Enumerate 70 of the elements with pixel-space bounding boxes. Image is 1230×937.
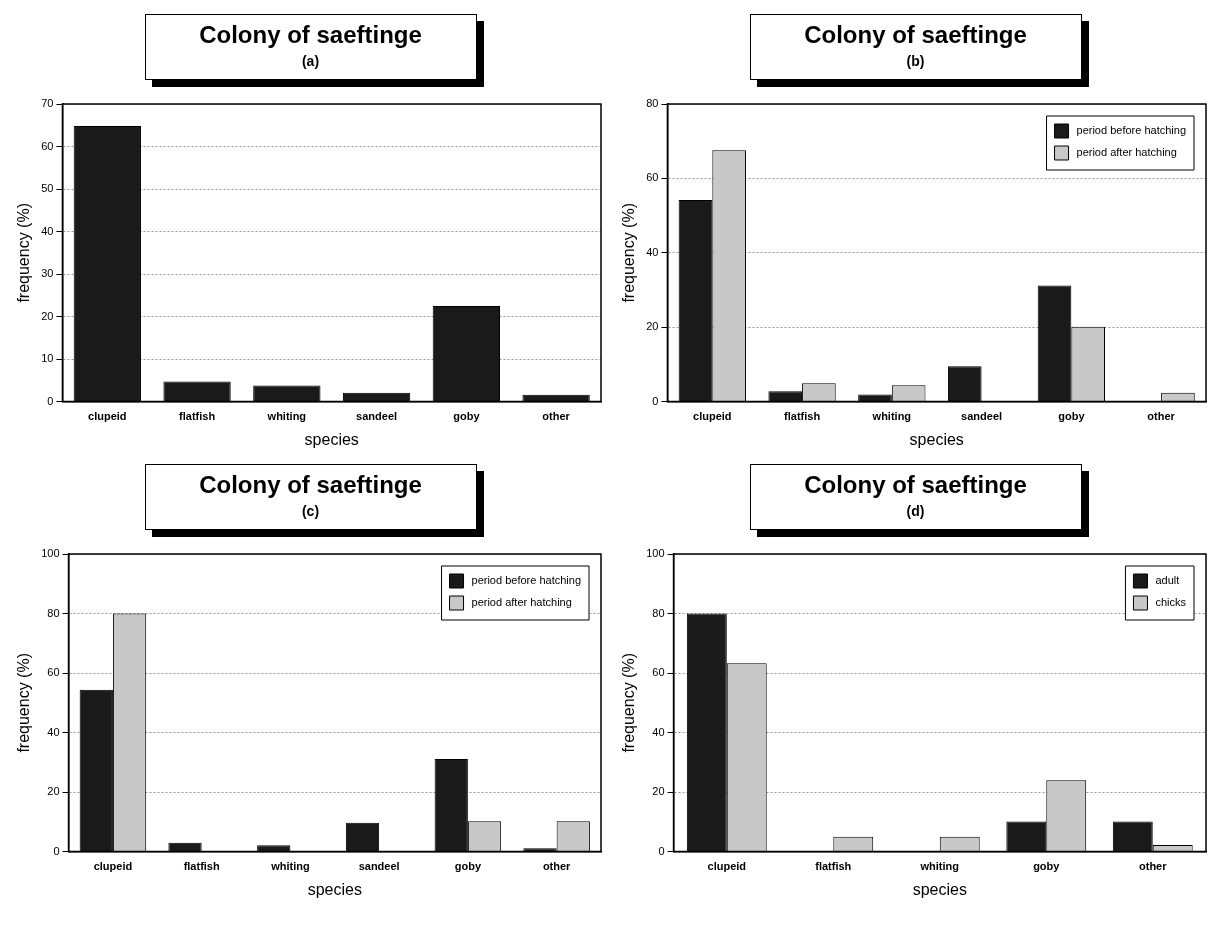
- y-tick-label: 10: [40, 352, 53, 365]
- y-tick-label: 20: [651, 785, 665, 798]
- legend-label: adult: [1154, 574, 1179, 587]
- y-tick-label: 40: [645, 245, 658, 258]
- y-tick-label: 40: [46, 725, 60, 738]
- x-tick-label: other: [541, 410, 571, 423]
- chart-title: Colony of saeftinge: [803, 21, 1028, 49]
- y-tick-label: 60: [651, 666, 665, 679]
- x-tick-label: clupeid: [707, 860, 746, 873]
- y-tick-label: 80: [46, 606, 60, 619]
- y-tick-label: 0: [46, 394, 53, 407]
- chart-subtitle: (c): [300, 503, 321, 519]
- x-tick-label: clupeid: [87, 410, 127, 423]
- x-tick-label: goby: [1057, 410, 1085, 423]
- x-tick-label: other: [1138, 860, 1167, 873]
- x-axis-title: species: [304, 430, 359, 448]
- x-tick-label: goby: [1032, 860, 1060, 873]
- x-tick-label: flatfish: [178, 410, 215, 423]
- x-tick-label: flatfish: [183, 860, 220, 873]
- x-tick-label: flatfish: [783, 410, 820, 423]
- y-axis-title: frequency (%): [14, 203, 32, 303]
- x-tick-label: clupeid: [93, 860, 132, 873]
- chart-title: Colony of saeftinge: [198, 21, 423, 49]
- y-tick-label: 30: [40, 267, 53, 280]
- x-axis-title: species: [912, 880, 967, 898]
- x-tick-label: whiting: [919, 860, 959, 873]
- x-tick-label: goby: [454, 860, 482, 873]
- chart-subtitle: (b): [905, 53, 926, 69]
- y-tick-label: 40: [40, 224, 53, 237]
- x-tick-label: whiting: [871, 410, 911, 423]
- chart-subtitle: (a): [300, 53, 321, 69]
- y-tick-label: 20: [46, 785, 60, 798]
- y-tick-label: 60: [645, 171, 658, 184]
- x-tick-label: other: [542, 860, 571, 873]
- x-axis-title: species: [909, 430, 964, 448]
- y-tick-label: 20: [645, 320, 658, 333]
- y-tick-label: 0: [52, 844, 60, 857]
- x-tick-label: goby: [452, 410, 480, 423]
- x-tick-label: sandeel: [960, 410, 1002, 423]
- y-tick-label: 20: [40, 309, 53, 322]
- chart-title: Colony of saeftinge: [198, 471, 423, 499]
- x-tick-label: flatfish: [814, 860, 852, 873]
- y-tick-label: 100: [40, 547, 60, 560]
- y-tick-label: 0: [657, 844, 665, 857]
- chart-title: Colony of saeftinge: [803, 471, 1028, 499]
- legend-label: period after hatching: [1076, 146, 1177, 159]
- legend-label: chicks: [1154, 596, 1186, 609]
- x-tick-label: clupeid: [692, 410, 732, 423]
- y-tick-label: 80: [651, 606, 665, 619]
- legend-label: period after hatching: [471, 596, 572, 609]
- y-tick-label: 80: [645, 97, 658, 110]
- x-tick-label: sandeel: [355, 410, 397, 423]
- y-axis-title: frequency (%): [619, 653, 637, 753]
- x-axis-title: species: [307, 880, 362, 898]
- x-tick-label: whiting: [269, 860, 310, 873]
- y-tick-label: 0: [651, 394, 658, 407]
- x-tick-label: other: [1146, 410, 1176, 423]
- y-axis-title: frequency (%): [14, 653, 32, 753]
- y-tick-label: 60: [46, 666, 60, 679]
- y-tick-label: 60: [40, 139, 53, 152]
- y-tick-label: 100: [645, 547, 665, 560]
- y-axis-title: frequency (%): [619, 203, 637, 303]
- legend-label: period before hatching: [471, 574, 581, 587]
- y-tick-label: 50: [40, 182, 53, 195]
- y-tick-label: 40: [651, 725, 665, 738]
- x-tick-label: whiting: [266, 410, 306, 423]
- legend-label: period before hatching: [1076, 124, 1186, 137]
- chart-subtitle: (d): [905, 503, 926, 519]
- x-tick-label: sandeel: [358, 860, 400, 873]
- y-tick-label: 70: [40, 97, 53, 110]
